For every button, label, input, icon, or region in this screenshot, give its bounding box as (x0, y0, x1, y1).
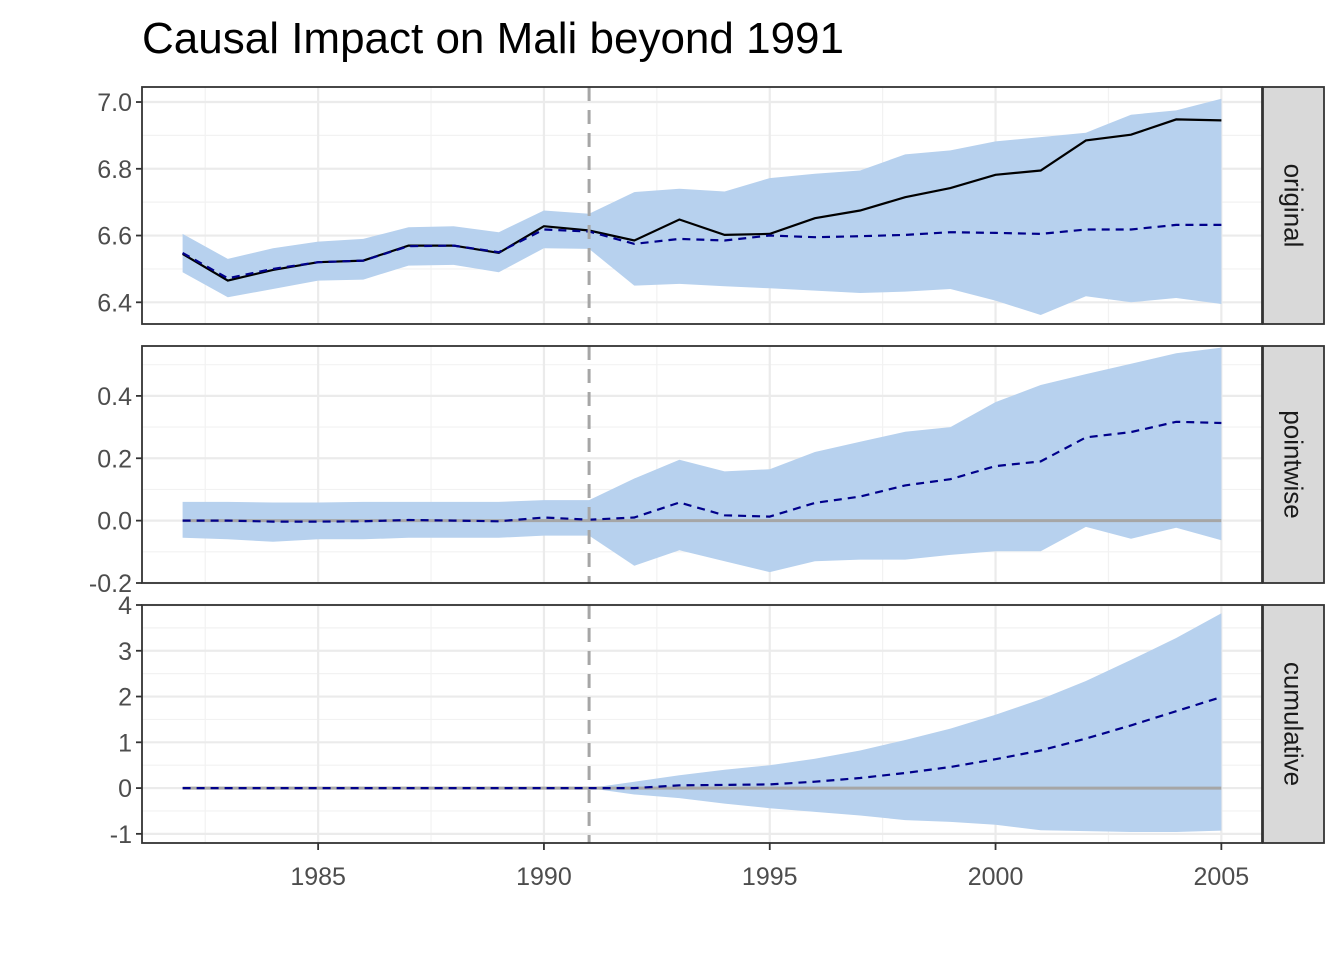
prediction-line (182, 695, 1222, 790)
y-tick-label: 7.0 (97, 89, 132, 117)
strip-original (1262, 86, 1325, 325)
strip-label-cumulative: cumulative (1279, 662, 1309, 786)
y-tick-label: 6.4 (97, 289, 132, 317)
y-tick-label: 0.2 (97, 445, 132, 473)
y-tick-label: -0.2 (89, 570, 132, 598)
panel-cumulative: -1 0 1 2 3 4 cumulative (110, 592, 1325, 849)
y-tick-label: 1 (118, 729, 132, 757)
strip-label-pointwise: pointwise (1279, 410, 1309, 518)
response-line (182, 118, 1222, 282)
panel-original: 6.4 6.6 6.8 7.0 original (97, 86, 1325, 325)
panel-border (141, 345, 1263, 584)
x-tick-label: 2000 (968, 863, 1024, 891)
panel-pointwise: -0.2 0.0 0.2 0.4 pointwise (89, 345, 1325, 598)
y-tick-label: 6.8 (97, 156, 132, 184)
x-tick-label: 2005 (1194, 863, 1250, 891)
y-tick-label: 2 (118, 684, 132, 712)
panel-inner-cumulative (182, 613, 1222, 832)
prediction-line (182, 223, 1222, 280)
panel-border (141, 86, 1263, 325)
y-tick-label: 4 (118, 592, 132, 620)
x-tick-label: 1990 (516, 863, 572, 891)
y-tick-label: 0 (118, 775, 132, 803)
confidence-band (182, 613, 1222, 832)
confidence-band (182, 98, 1222, 315)
x-tick-label: 1985 (290, 863, 346, 891)
strip-cumulative (1262, 604, 1325, 844)
y-tick-label: 3 (118, 638, 132, 666)
y-tick-label: 0.4 (97, 383, 132, 411)
y-tick-label: 6.6 (97, 223, 132, 251)
chart-title: Causal Impact on Mali beyond 1991 (142, 14, 844, 63)
strip-pointwise (1262, 345, 1325, 584)
confidence-band (182, 347, 1222, 573)
panel-inner-pointwise (182, 347, 1222, 573)
x-tick-label: 1995 (742, 863, 798, 891)
y-tick-label: -1 (110, 821, 132, 849)
strip-label-original: original (1279, 164, 1309, 248)
prediction-line (182, 420, 1222, 523)
y-tick-label: 0.0 (97, 508, 132, 536)
panel-border (141, 604, 1263, 844)
panel-inner-original (182, 98, 1222, 315)
